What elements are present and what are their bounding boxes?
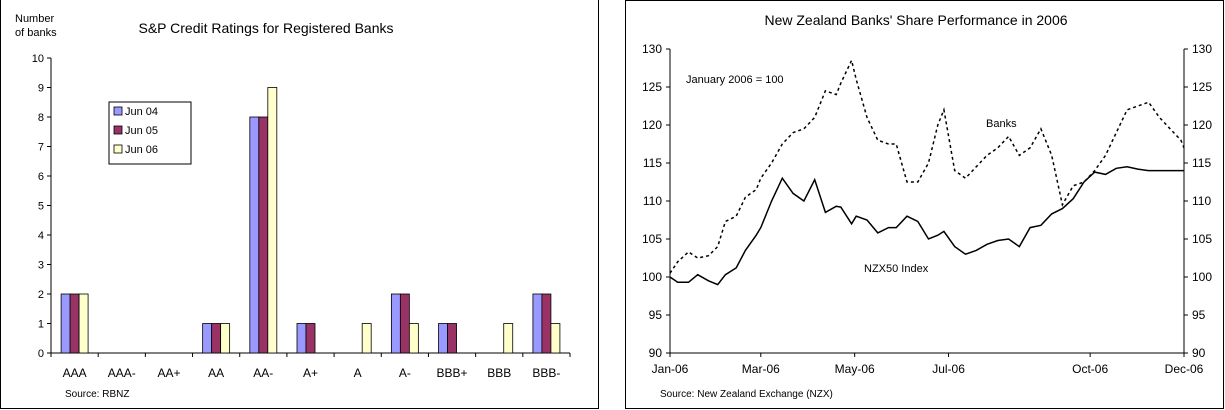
y-tick-label: 8 [38,112,44,124]
series-label-banks: Banks [986,118,1017,130]
chart-title: New Zealand Banks' Share Performance in … [764,12,1067,28]
bar-AA--jun-04 [249,116,260,354]
x-tick-label: Jan-06 [652,362,689,376]
credit-ratings-chart: Number of banks S&P Credit Ratings for R… [15,13,571,400]
y-tick-label-left: 130 [642,42,662,56]
x-tick-label: AA+ [157,366,180,380]
y-tick-label-right: 130 [1192,42,1212,56]
x-tick-label: A+ [303,366,318,380]
y-tick-label-right: 110 [1192,194,1211,208]
chart-title: S&P Credit Ratings for Registered Banks [139,20,394,36]
y-tick-label-right: 90 [1192,346,1206,360]
bar-AA--jun-06 [267,87,278,354]
x-tick-label: AAA- [108,366,136,380]
y-axis-label-line1: Number [15,13,54,25]
y-tick-label-left: 110 [643,194,662,208]
x-tick-label: Dec-06 [1165,362,1204,376]
bar-A--jun-06 [408,323,419,354]
y-tick-label: 0 [38,348,44,360]
x-tick-label: Mar-06 [742,362,780,376]
y-tick-label-left: 115 [643,156,662,170]
bar-AA-jun-06 [220,323,231,354]
source-note: Source: RBNZ [65,389,129,400]
x-tick-label: Oct-06 [1072,362,1108,376]
bar-BBB--jun-04 [532,293,543,354]
legend-swatch-jun05 [113,125,123,135]
y-tick-label: 5 [38,201,44,213]
series-line-nzx50-index [669,166,1184,286]
legend-label-jun06: Jun 06 [125,144,158,156]
bar-AAA-jun-05 [69,293,80,354]
y-tick-label: 7 [38,142,44,154]
bar-A+-jun-04 [296,323,307,354]
bar-AA--jun-05 [258,116,269,354]
legend-label-jun04: Jun 04 [125,106,158,118]
series-line-banks [669,58,1185,274]
legend-label-jun05: Jun 05 [125,125,158,137]
source-note: Source: New Zealand Exchange (NZX) [660,389,833,400]
y-tick-label: 1 [38,319,44,331]
bar-BBB+-jun-04 [438,323,448,354]
x-tick-label: A- [399,366,411,380]
y-tick-label: 3 [38,260,44,272]
bar-BBB--jun-06 [550,323,561,354]
x-tick-label: BBB- [532,366,560,380]
y-tick-label-left: 95 [649,308,663,322]
legend: Jun 04 Jun 05 Jun 06 [108,101,192,165]
bar-AAA-jun-06 [78,293,89,354]
y-tick-label: 6 [38,171,44,183]
index-base-annotation: January 2006 = 100 [686,74,784,86]
y-tick-label-left: 125 [642,80,662,94]
bar-A-jun-06 [361,323,372,354]
y-tick-label: 10 [32,53,44,65]
bar-BBB--jun-05 [541,293,552,354]
y-axis-label-line2: of banks [15,27,57,39]
x-tick-label: BBB [487,366,511,380]
y-tick-label-left: 100 [642,270,662,284]
y-tick-label: 2 [38,289,44,301]
series-label-nzx50: NZX50 Index [864,263,929,275]
y-tick-label-left: 90 [649,346,663,360]
bar-AA-jun-04 [202,323,213,354]
y-tick-label-right: 125 [1192,80,1212,94]
y-tick-label-left: 120 [642,118,662,132]
x-tick-label: BBB+ [437,366,468,380]
legend-box [108,101,192,165]
legend-swatch-jun06 [113,144,123,154]
y-tick-label-right: 95 [1192,308,1206,322]
credit-ratings-chart-panel: Number of banks S&P Credit Ratings for R… [0,0,599,409]
bar-A+-jun-05 [305,323,316,354]
x-tick-label: A [354,366,362,380]
x-tick-label: AAA [63,366,87,380]
bar-AA-jun-05 [211,323,222,354]
bar-AAA-jun-04 [60,293,71,354]
y-tick-label-right: 120 [1192,118,1212,132]
bar-A--jun-04 [390,293,401,354]
y-tick-label-right: 100 [1192,270,1212,284]
y-tick-label-right: 105 [1192,232,1212,246]
legend-swatch-jun04 [113,106,123,116]
share-performance-chart: New Zealand Banks' Share Performance in … [642,12,1212,400]
x-tick-label: Jul-06 [932,362,965,376]
bar-BBB-jun-06 [503,323,514,354]
y-tick-label-right: 115 [1192,156,1211,170]
y-tick-label: 9 [38,83,44,95]
y-tick-label: 4 [38,230,44,242]
bank-share-performance-panel: New Zealand Banks' Share Performance in … [625,0,1224,409]
x-tick-label: AA [208,366,224,380]
line-plot-area: 90 90 95 95 100 100 105 105 110 110 115 115 120 120 12… [642,42,1212,376]
bar-BBB+-jun-05 [447,323,457,354]
bar-A--jun-05 [399,293,410,354]
y-tick-label-left: 105 [642,232,662,246]
x-tick-label: May-06 [835,362,875,376]
x-tick-label: AA- [253,366,273,380]
